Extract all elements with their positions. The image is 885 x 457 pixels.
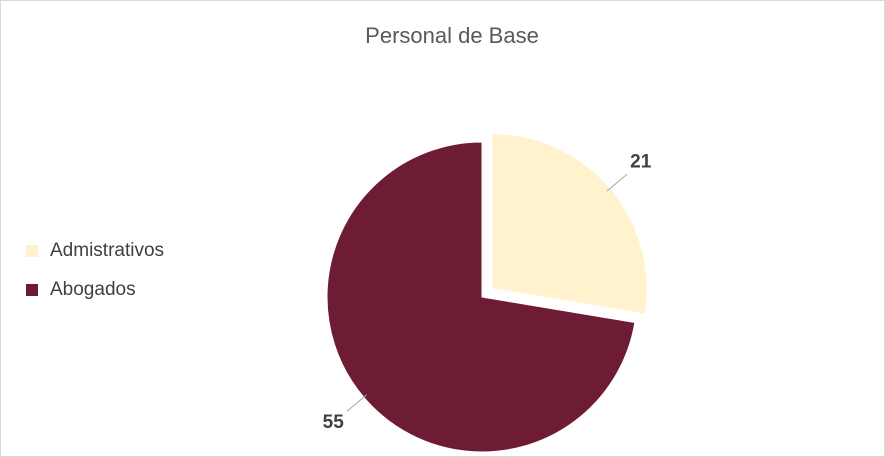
chart-title: Personal de Base: [365, 23, 539, 48]
data-label: 21: [630, 152, 652, 173]
data-label: 55: [323, 412, 345, 433]
legend-label: Abogados: [50, 279, 136, 300]
leader-line: [346, 394, 368, 412]
legend-swatch: [26, 284, 38, 296]
legend-label: Admistrativos: [50, 240, 164, 261]
leader-line: [606, 173, 628, 192]
legend-swatch: [26, 245, 38, 257]
